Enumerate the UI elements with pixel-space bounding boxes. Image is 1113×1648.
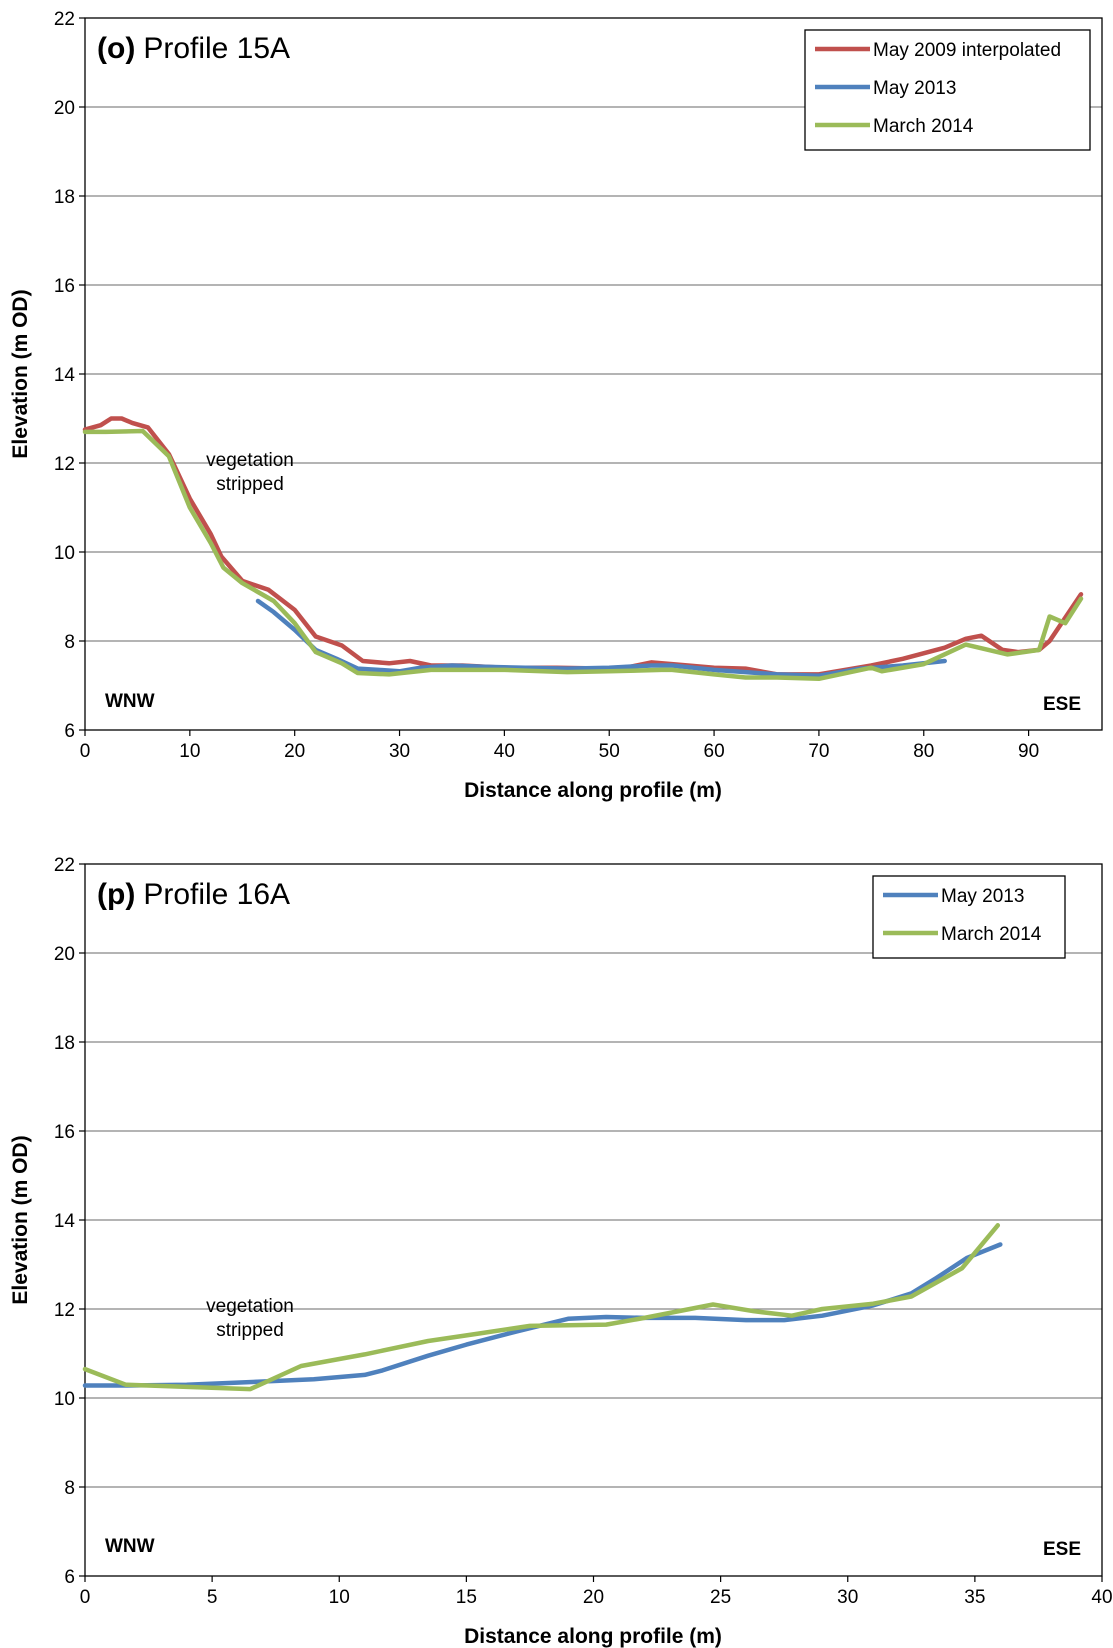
- x-tick-label: 0: [80, 741, 91, 762]
- legend: May 2013 March 2014: [872, 875, 1066, 959]
- y-tick-labels: 6 8 10 12 14 16 18 20 22: [54, 9, 85, 742]
- y-tick-label: 12: [54, 1300, 75, 1321]
- x-axis-title: Distance along profile (m): [464, 1625, 722, 1648]
- y-axis-title: Elevation (m OD): [9, 289, 32, 458]
- y-tick-label: 12: [54, 454, 75, 475]
- y-tick-label: 8: [64, 1478, 75, 1499]
- panel-name: Profile 16A: [143, 878, 290, 911]
- panel-title: (o) Profile 15A: [97, 32, 290, 65]
- series-line: [82, 428, 1084, 682]
- y-tick-label: 20: [54, 98, 75, 119]
- legend-label: March 2014: [941, 924, 1042, 945]
- grid-lines: [85, 952, 1102, 1488]
- x-tick-label: 80: [913, 741, 934, 762]
- panel-label: (p): [97, 878, 135, 911]
- x-tick-label: 35: [964, 1587, 985, 1608]
- x-tick-label: 40: [494, 741, 515, 762]
- x-tick-labels: 0 5 10 15 20 25 30 35 40: [80, 1576, 1113, 1608]
- x-tick-label: 25: [710, 1587, 731, 1608]
- series-line: [255, 598, 947, 678]
- legend-box: [872, 875, 1066, 959]
- x-tick-label: 10: [179, 741, 200, 762]
- x-tick-label: 90: [1018, 741, 1039, 762]
- x-tick-label: 10: [329, 1587, 350, 1608]
- direction-label-left: WNW: [105, 1536, 155, 1557]
- x-tick-label: 30: [837, 1587, 858, 1608]
- annotation-vegetation-line1: vegetation: [206, 1296, 294, 1317]
- direction-label-right: ESE: [1043, 694, 1081, 715]
- y-tick-label: 14: [54, 1211, 76, 1232]
- chart-panel-p: 6 8 10 12 14 16 18 20 22 0 5 10 15 20 25 30 35 40 Distan…: [9, 855, 1113, 1648]
- y-tick-labels: 6 8 10 12 14 16 18 20 22: [54, 855, 85, 1588]
- y-tick-label: 6: [64, 721, 75, 742]
- x-tick-label: 0: [80, 1587, 91, 1608]
- legend: May 2009 interpolated May 2013 March 2014: [804, 29, 1091, 151]
- y-tick-label: 6: [64, 1567, 75, 1588]
- x-tick-labels: 0 10 20 30 40 50 60 70 80 90: [80, 730, 1039, 762]
- legend-label: May 2009 interpolated: [873, 40, 1061, 61]
- direction-label-right: ESE: [1043, 1539, 1081, 1560]
- x-axis-title: Distance along profile (m): [464, 779, 722, 802]
- x-tick-label: 60: [704, 741, 725, 762]
- y-tick-label: 18: [54, 1033, 75, 1054]
- annotation-vegetation-line1: vegetation: [206, 450, 294, 471]
- x-tick-label: 5: [207, 1587, 218, 1608]
- series-line: [82, 1223, 1001, 1392]
- legend-label: March 2014: [873, 116, 974, 137]
- x-tick-label: 50: [599, 741, 620, 762]
- panel-title: (p) Profile 16A: [97, 878, 290, 911]
- y-tick-label: 14: [54, 365, 76, 386]
- panel-name: Profile 15A: [143, 32, 290, 65]
- x-tick-label: 15: [456, 1587, 477, 1608]
- x-tick-label: 40: [1091, 1587, 1112, 1608]
- y-tick-label: 10: [54, 543, 75, 564]
- y-tick-label: 16: [54, 276, 75, 297]
- y-tick-label: 20: [54, 944, 75, 965]
- x-tick-label: 20: [583, 1587, 604, 1608]
- grid-lines: [85, 106, 1102, 642]
- x-tick-label: 70: [808, 741, 829, 762]
- y-tick-label: 10: [54, 1389, 75, 1410]
- series-layer: [82, 1223, 1003, 1392]
- panel-label: (o): [97, 32, 135, 65]
- annotation-vegetation-line2: stripped: [216, 474, 284, 495]
- series-layer: [82, 416, 1084, 682]
- chart-panel-o: 6 8 10 12 14 16 18 20 22 0 10 20 30 40 50 60 70 80 90 Dis…: [9, 9, 1103, 802]
- y-tick-label: 18: [54, 187, 75, 208]
- y-tick-label: 16: [54, 1122, 75, 1143]
- annotation-vegetation-line2: stripped: [216, 1320, 284, 1341]
- y-tick-label: 22: [54, 855, 75, 876]
- y-axis-title: Elevation (m OD): [9, 1135, 32, 1304]
- x-tick-label: 20: [284, 741, 305, 762]
- legend-label: May 2013: [941, 886, 1024, 907]
- y-tick-label: 8: [64, 632, 75, 653]
- x-tick-label: 30: [389, 741, 410, 762]
- direction-label-left: WNW: [105, 691, 155, 712]
- legend-label: May 2013: [873, 78, 956, 99]
- y-tick-label: 22: [54, 9, 75, 30]
